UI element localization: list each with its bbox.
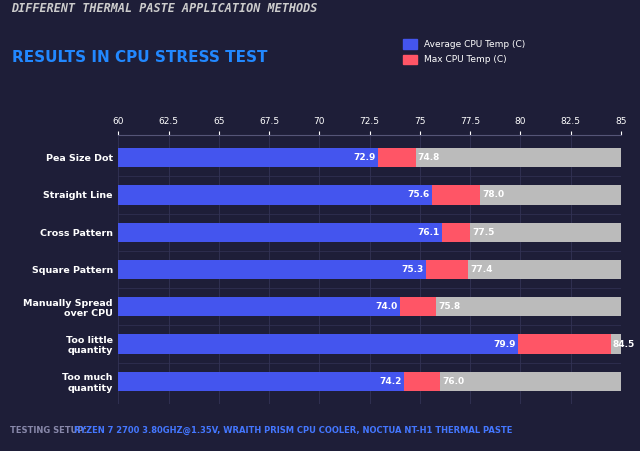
Bar: [118, 185, 432, 205]
Text: 76.1: 76.1: [418, 228, 440, 237]
Text: 79.9: 79.9: [494, 340, 516, 349]
Bar: [442, 222, 470, 242]
Bar: [118, 185, 621, 205]
Bar: [118, 372, 621, 391]
Bar: [118, 148, 621, 167]
Bar: [118, 222, 442, 242]
Bar: [404, 372, 440, 391]
Bar: [118, 372, 404, 391]
Bar: [400, 297, 436, 317]
Text: 74.0: 74.0: [376, 302, 397, 311]
Bar: [118, 148, 378, 167]
Bar: [118, 260, 621, 279]
Text: 76.0: 76.0: [442, 377, 464, 386]
Bar: [118, 297, 400, 317]
Text: DIFFERENT THERMAL PASTE APPLICATION METHODS: DIFFERENT THERMAL PASTE APPLICATION METH…: [12, 2, 318, 15]
Text: 77.4: 77.4: [470, 265, 493, 274]
Text: RYZEN 7 2700 3.80GHZ@1.35V, WRAITH PRISM CPU COOLER, NOCTUA NT-H1 THERMAL PASTE: RYZEN 7 2700 3.80GHZ@1.35V, WRAITH PRISM…: [74, 426, 512, 435]
Text: 75.3: 75.3: [402, 265, 424, 274]
Text: 77.5: 77.5: [472, 228, 495, 237]
Text: 74.2: 74.2: [380, 377, 402, 386]
Text: RESULTS IN CPU STRESS TEST: RESULTS IN CPU STRESS TEST: [12, 50, 267, 65]
Text: 72.9: 72.9: [353, 153, 376, 162]
Bar: [118, 260, 426, 279]
Legend: Average CPU Temp (C), Max CPU Temp (C): Average CPU Temp (C), Max CPU Temp (C): [401, 38, 527, 66]
Text: 75.8: 75.8: [438, 302, 460, 311]
Text: TESTING SETUP:: TESTING SETUP:: [10, 426, 86, 435]
Text: 74.8: 74.8: [418, 153, 440, 162]
Bar: [432, 185, 480, 205]
Bar: [426, 260, 468, 279]
Bar: [118, 222, 621, 242]
Bar: [378, 148, 416, 167]
Bar: [118, 334, 621, 354]
Bar: [118, 297, 621, 317]
Bar: [518, 334, 611, 354]
Text: 84.5: 84.5: [612, 340, 635, 349]
Text: 75.6: 75.6: [408, 190, 430, 199]
Bar: [118, 334, 518, 354]
Text: 78.0: 78.0: [482, 190, 504, 199]
